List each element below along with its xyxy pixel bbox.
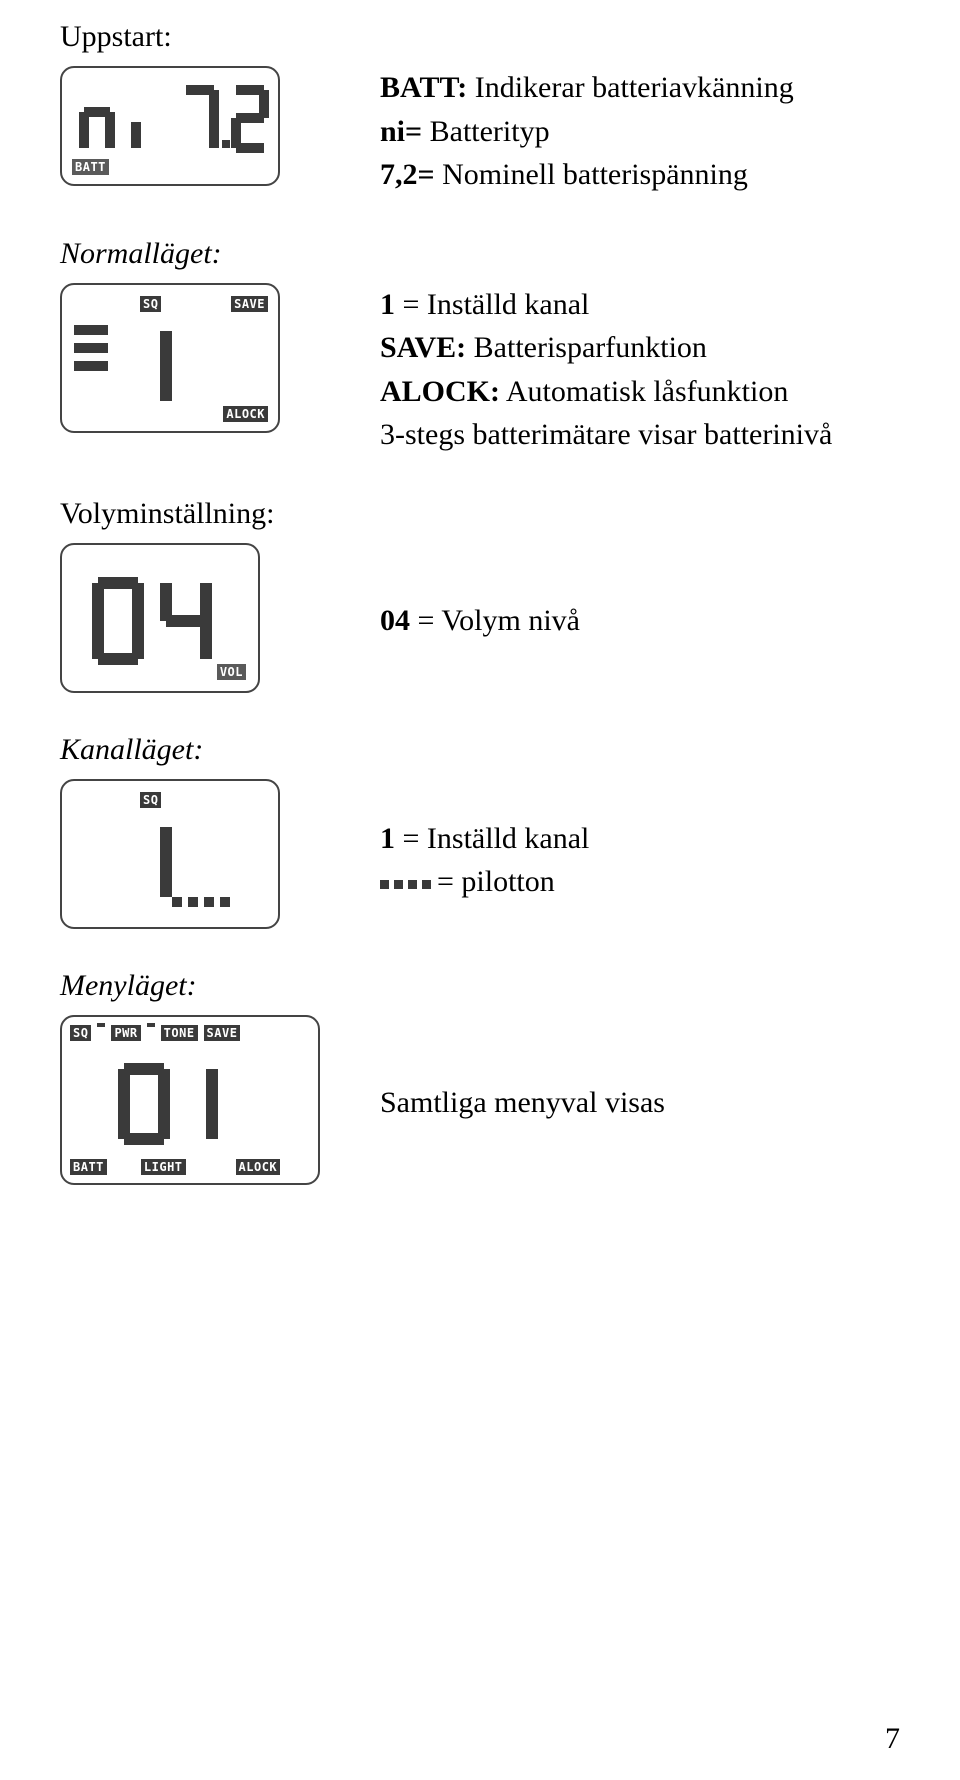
def-label: ni= <box>380 115 422 148</box>
def-text: Batterisparfunktion <box>466 331 707 364</box>
def-text: = Inställd kanal <box>395 822 589 855</box>
sq-icon-tag: SQ <box>140 296 161 312</box>
lcd-top-annunciators: SQ CH PWR CH TONE SAVE <box>70 1025 310 1041</box>
vol-icon-tag: VOL <box>217 664 246 680</box>
lcd-digits-ni-72 <box>76 82 272 154</box>
batt-icon-tag: BATT <box>70 1159 107 1175</box>
lcd-kanal: SQ <box>60 779 280 929</box>
def-text: Automatisk låsfunktion <box>500 375 788 408</box>
row-meny: SQ CH PWR CH TONE SAVE <box>60 1015 900 1185</box>
lcd-uppstart: BATT <box>60 66 280 186</box>
row-uppstart: BATT BATT: Indikerar batteriavkänning ni… <box>60 66 900 197</box>
section-heading-volym: Volyminställning: <box>60 497 900 531</box>
def-text: = pilotton <box>437 865 555 898</box>
def-label: 1 <box>380 822 395 855</box>
defs-meny: Samtliga menyval visas <box>320 1015 900 1125</box>
def-text: = Inställd kanal <box>395 288 589 321</box>
light-icon-tag: LIGHT <box>141 1159 186 1175</box>
alock-icon-tag: ALOCK <box>236 1159 281 1175</box>
defs-kanal: 1 = Inställd kanal = pilotton <box>320 779 900 904</box>
ch-icon-tag: CH <box>97 1023 105 1027</box>
tone-icon-tag: TONE <box>161 1025 198 1041</box>
pwr-icon-tag: PWR <box>111 1025 140 1041</box>
def-label: BATT: <box>380 71 467 104</box>
def-label: 1 <box>380 288 395 321</box>
battery-bars-icon <box>74 325 108 371</box>
dash-glyph-icon <box>380 880 431 889</box>
def-text: Samtliga menyval visas <box>380 1086 665 1119</box>
lcd-volym: VOL <box>60 543 260 693</box>
defs-uppstart: BATT: Indikerar batteriavkänning ni= Bat… <box>320 66 900 197</box>
def-text: = Volym nivå <box>410 604 580 637</box>
def-label: ALOCK: <box>380 375 500 408</box>
save-icon-tag: SAVE <box>204 1025 241 1041</box>
sq-icon-tag: SQ <box>140 792 161 808</box>
row-kanal: SQ 1 = Inställd kanal = pilotton <box>60 779 900 929</box>
lcd-normal: SQ SAVE ALOCK <box>60 283 280 433</box>
batt-icon-tag: BATT <box>72 159 109 175</box>
ch-icon-tag: CH <box>147 1023 155 1027</box>
alock-icon-tag: ALOCK <box>223 406 268 422</box>
tone-dashes-icon <box>172 897 230 907</box>
save-icon-tag: SAVE <box>231 296 268 312</box>
def-label: 04 <box>380 604 410 637</box>
def-text: Indikerar batteriavkänning <box>467 71 794 104</box>
page-number: 7 <box>885 1722 900 1756</box>
lcd-digit-1 <box>136 321 186 409</box>
def-label: 7,2= <box>380 158 435 191</box>
defs-normal: 1 = Inställd kanal SAVE: Batterisparfunk… <box>320 283 900 457</box>
lcd-digits-01 <box>112 1059 262 1149</box>
defs-volym: 04 = Volym nivå <box>320 543 900 643</box>
row-volym: VOL 04 = Volym nivå <box>60 543 900 693</box>
lcd-digit-1-kanal <box>136 817 186 905</box>
row-normal: SQ SAVE ALOCK 1 = Inställd kanal SAVE: B… <box>60 283 900 457</box>
sq-icon-tag: SQ <box>70 1025 91 1041</box>
def-text: Nominell batterispänning <box>435 158 748 191</box>
section-heading-uppstart: Uppstart: <box>60 20 900 54</box>
section-heading-kanal: Kanalläget: <box>60 733 900 767</box>
lcd-meny: SQ CH PWR CH TONE SAVE <box>60 1015 320 1185</box>
def-text: Batterityp <box>422 115 549 148</box>
lcd-bottom-annunciators: BATT LIGHT ALOCK <box>70 1159 310 1175</box>
def-label: SAVE: <box>380 331 466 364</box>
section-heading-normal: Normalläget: <box>60 237 900 271</box>
lcd-digits-04 <box>86 571 236 671</box>
def-text: 3-stegs batterimätare visar batterinivå <box>380 418 832 451</box>
section-heading-meny: Menyläget: <box>60 969 900 1003</box>
